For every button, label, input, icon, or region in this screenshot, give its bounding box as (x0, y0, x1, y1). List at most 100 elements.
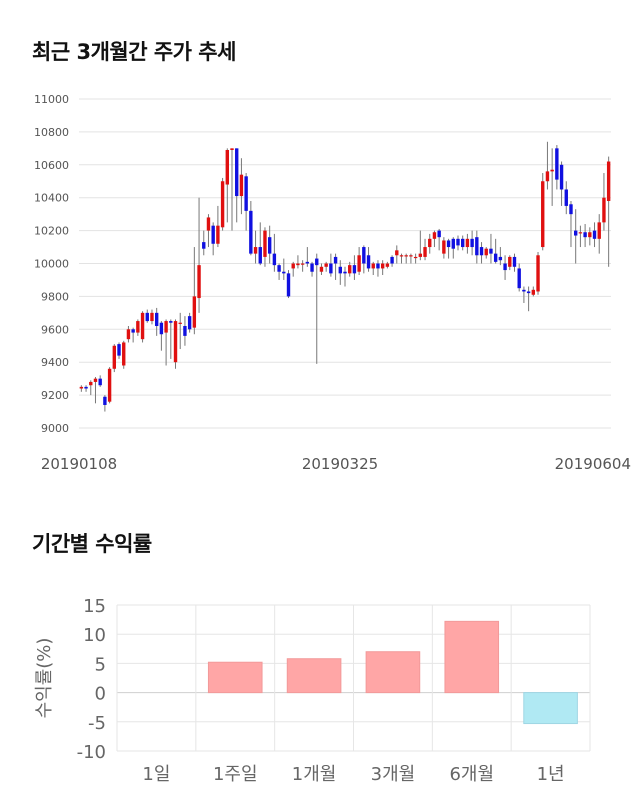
candle-body (470, 238, 474, 248)
y-tick-label: -5 (88, 713, 106, 734)
x-tick-label: 1년 (537, 764, 565, 785)
candle-body (390, 256, 394, 264)
x-tick-label: 1일 (142, 764, 170, 785)
candle-body (333, 256, 338, 264)
candle-body (192, 296, 197, 328)
candle-body (258, 247, 262, 264)
candle-body (461, 238, 465, 248)
candle-body (202, 242, 206, 249)
candle-body (126, 329, 131, 340)
return-bar (523, 692, 578, 725)
y-axis-label: 수익률(%) (34, 638, 55, 719)
candle-body (423, 247, 427, 257)
x-tick-label: 3개월 (371, 764, 416, 785)
candle-body (536, 255, 540, 292)
candle-body (559, 164, 564, 190)
candle-body (512, 256, 517, 267)
x-tick-label: 20190604 (555, 455, 631, 473)
candle-body (305, 261, 310, 264)
candle-body (107, 368, 112, 402)
candle-body (432, 232, 437, 239)
x-tick-label: 20190108 (41, 455, 117, 473)
candle-body (371, 263, 375, 269)
candle-body (154, 312, 159, 327)
x-tick-label: 1주일 (213, 764, 258, 785)
candle-body (578, 232, 583, 234)
candle-body (253, 247, 258, 254)
candle-body (93, 378, 98, 382)
candle-body (451, 238, 455, 249)
candle-body (606, 161, 611, 201)
candle-body (291, 263, 295, 269)
y-tick-label: 9200 (41, 389, 69, 402)
candle-body (352, 265, 357, 274)
candle-body (235, 148, 239, 197)
y-tick-label: 9600 (41, 323, 69, 336)
candle-body (239, 174, 244, 197)
candle-body (98, 378, 102, 386)
candle-body (409, 255, 413, 257)
x-tick-label: 20190325 (302, 455, 378, 473)
candle-body (169, 321, 173, 323)
candle-body (187, 316, 192, 330)
candle-body (555, 148, 559, 180)
candle-body (300, 263, 305, 265)
price-trend-chart: 9000 9200 9400 9600 9800 10000 10200 10400 10600… (34, 93, 631, 473)
candle-body (517, 268, 521, 289)
y-tick-label: 11000 (34, 93, 69, 106)
candle-body (244, 176, 248, 211)
candle-body (315, 258, 319, 266)
candle-body (173, 321, 178, 363)
candle-body (348, 265, 352, 274)
x-tick-label: 6개월 (449, 764, 494, 785)
return-bar (444, 620, 500, 694)
candle-body (583, 232, 587, 238)
y-tick-label: 10 (83, 625, 106, 646)
candle-body (357, 255, 361, 272)
y-tick-label: 10800 (34, 126, 69, 139)
y-tick-label: 15 (83, 596, 106, 617)
candle-body (446, 240, 451, 248)
candle-body (272, 253, 277, 266)
candle-body (112, 345, 117, 369)
candle-body (498, 256, 503, 261)
candle-body (150, 312, 154, 322)
candle-body (380, 263, 385, 269)
candle-body (573, 230, 578, 236)
y-tick-label: 10000 (34, 258, 69, 271)
y-tick-label: 10600 (34, 159, 69, 172)
candle-body (602, 197, 606, 223)
candle-body (343, 271, 347, 274)
candle-body (206, 217, 211, 231)
return-bar (207, 661, 263, 694)
candle-body (197, 265, 201, 299)
candle-body (404, 255, 408, 257)
candle-body (211, 225, 215, 244)
candle-body (479, 247, 484, 256)
candle-body (225, 149, 229, 185)
y-tick-label: 0 (95, 684, 106, 705)
candle-body (569, 204, 573, 215)
candle-body (588, 232, 592, 238)
candle-body (117, 344, 121, 356)
returns-title: 기간별 수익률 (32, 532, 152, 556)
candle-body (84, 386, 88, 389)
candle-body (249, 210, 253, 254)
candle-body (131, 329, 135, 333)
candle-body (550, 169, 554, 172)
candle-body (286, 273, 291, 297)
candle-body (122, 342, 126, 366)
candle-body (437, 230, 441, 238)
candle-body (136, 321, 140, 333)
y-tick-label: 5 (95, 654, 106, 675)
candle-body (89, 381, 93, 386)
y-tick-label: 9800 (41, 290, 69, 303)
candle-body (545, 171, 550, 182)
candle-body (526, 291, 531, 294)
candle-body (399, 255, 404, 257)
y-tick-label: 9000 (41, 422, 69, 435)
candle-body (592, 230, 597, 239)
candle-body (230, 148, 234, 150)
candle-body (493, 253, 498, 262)
candle-body (145, 312, 149, 322)
